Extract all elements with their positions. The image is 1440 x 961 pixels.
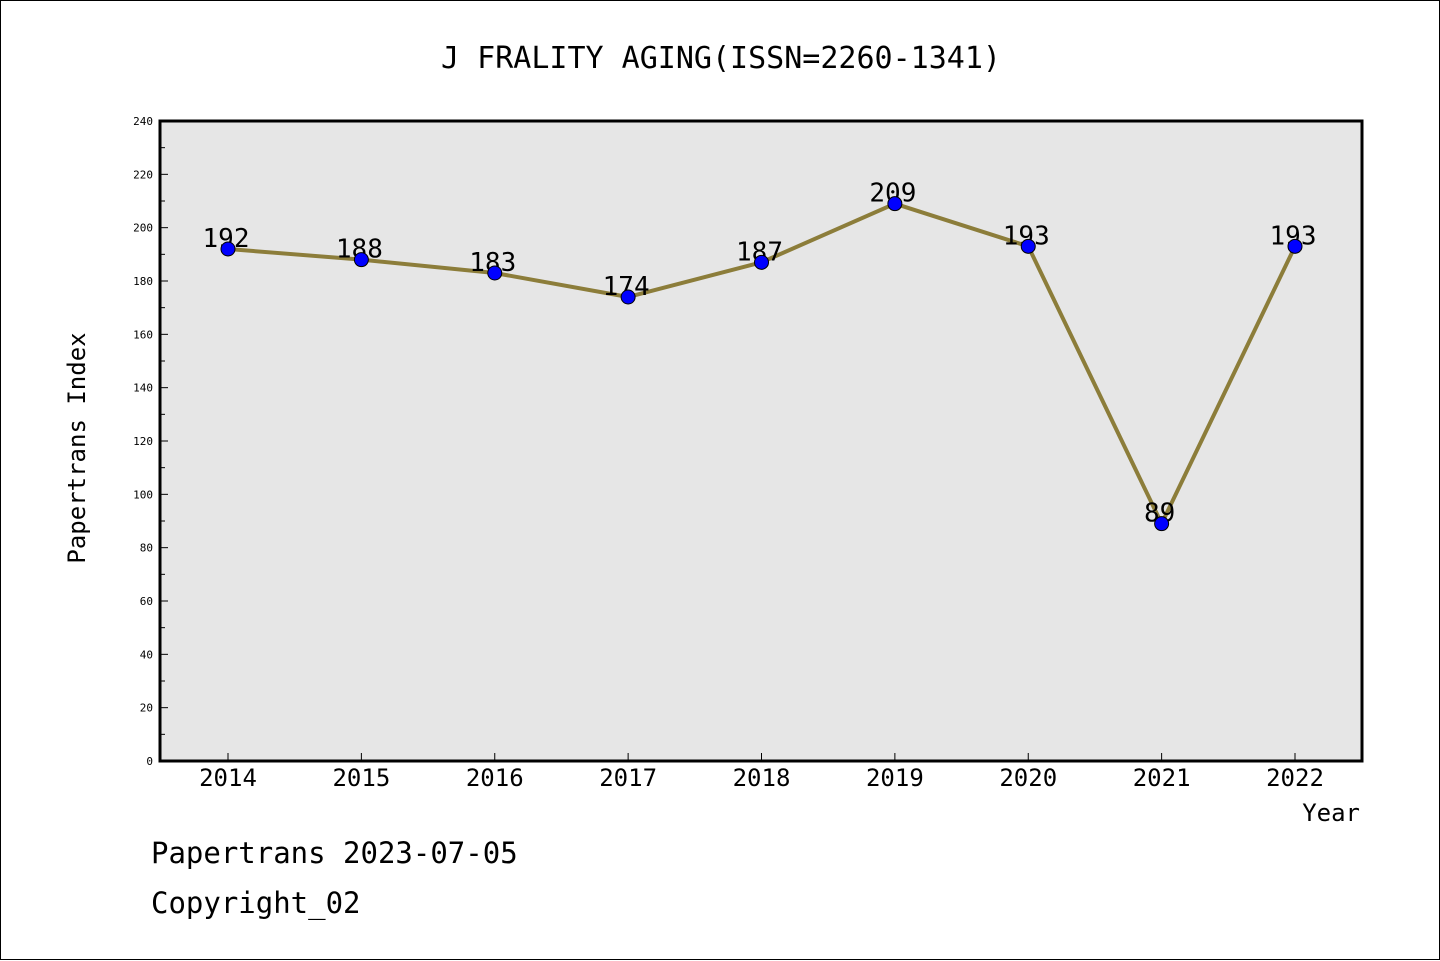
source-date-text: Papertrans 2023-07-05 [151, 836, 518, 870]
y-tick-label: 140 [133, 382, 153, 395]
data-point-marker [620, 289, 636, 305]
y-tick-label: 200 [133, 222, 153, 235]
x-tick-label: 2014 [199, 764, 257, 792]
x-tick-label: 2016 [466, 764, 524, 792]
data-point-marker [220, 241, 236, 257]
x-tick-label: 2018 [733, 764, 791, 792]
y-tick-label: 0 [146, 755, 153, 768]
x-axis-label: Year [1302, 799, 1360, 827]
data-point-marker [487, 265, 503, 281]
x-axis-ticks: 2014 2015 2016 2017 2018 2019 2020 2021 2022 [199, 753, 1324, 792]
data-point-marker [754, 254, 769, 270]
x-tick-label: 2015 [332, 764, 390, 792]
data-point-marker [1020, 238, 1036, 254]
x-tick-label: 2022 [1266, 764, 1324, 792]
y-tick-label: 240 [133, 115, 153, 128]
y-tick-label: 160 [133, 328, 153, 341]
marker-group [220, 196, 1303, 532]
chart-title: J FRALITY AGING(ISSN=2260-1341) [441, 41, 1001, 76]
y-tick-label: 100 [133, 488, 153, 501]
plot-area [158, 119, 1364, 763]
data-point-marker [1154, 516, 1170, 532]
y-tick-label: 60 [140, 595, 153, 608]
y-tick-label: 80 [140, 542, 153, 555]
y-tick-label: 120 [133, 435, 153, 448]
x-tick-label: 2021 [1133, 764, 1191, 792]
x-tick-label: 2020 [999, 764, 1057, 792]
y-tick-label: 20 [140, 702, 153, 715]
x-tick-label: 2017 [599, 764, 657, 792]
x-tick-label: 2019 [866, 764, 924, 792]
data-point-marker [353, 252, 369, 268]
y-tick-label: 220 [133, 168, 153, 181]
y-axis-ticks: 0 20 40 60 80 100 120 140 160 180 200 220 240 [133, 115, 168, 768]
copyright-text: Copyright_02 [151, 886, 361, 920]
y-tick-label: 40 [140, 648, 153, 661]
y-tick-label: 180 [133, 275, 153, 288]
y-axis-label: Papertrans Index [63, 332, 91, 563]
data-point-marker [1287, 238, 1303, 254]
data-point-marker [887, 196, 903, 212]
